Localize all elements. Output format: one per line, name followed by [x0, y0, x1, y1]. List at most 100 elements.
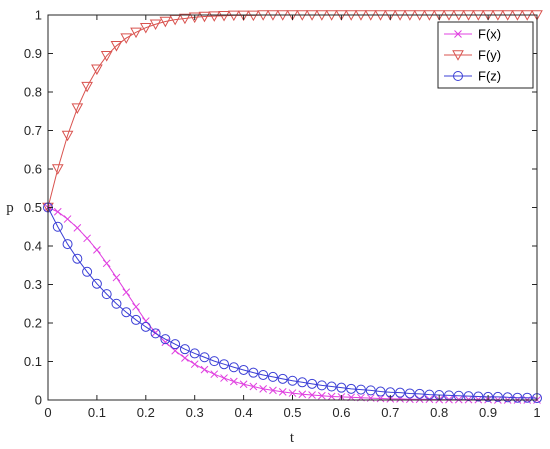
data-point	[269, 386, 277, 395]
data-point	[132, 302, 140, 311]
data-point	[141, 317, 150, 325]
data-point	[209, 356, 220, 367]
data-point	[82, 266, 93, 277]
legend-marker	[452, 50, 464, 61]
data-point	[307, 378, 318, 389]
x-tick-label: 0.1	[88, 405, 106, 420]
data-point	[71, 103, 84, 114]
data-point	[424, 389, 435, 400]
legend-item: F(z)	[444, 69, 501, 84]
data-point	[61, 130, 74, 142]
data-point	[522, 392, 533, 403]
data-point	[83, 234, 91, 243]
data-point	[91, 278, 102, 289]
data-point	[247, 10, 260, 22]
data-point	[239, 380, 248, 389]
data-point	[122, 288, 131, 297]
data-point	[160, 334, 171, 345]
data-point	[149, 19, 162, 31]
data-point	[365, 385, 376, 396]
data-point	[227, 10, 240, 22]
data-point	[406, 395, 414, 404]
data-point	[473, 391, 484, 402]
data-point	[502, 392, 513, 403]
data-point	[188, 12, 201, 24]
data-point	[308, 391, 316, 399]
data-point	[395, 387, 406, 398]
x-tick-label: 0.2	[137, 405, 155, 420]
legend-label: F(x)	[478, 27, 501, 42]
data-point	[91, 64, 103, 76]
legend: F(x) F(y) F(z)	[437, 21, 534, 89]
legend-marker	[454, 30, 462, 38]
x-tick-label: 0.4	[235, 405, 253, 420]
data-point	[267, 371, 278, 382]
data-point	[316, 380, 327, 391]
data-point	[278, 388, 287, 396]
data-point	[62, 239, 73, 250]
data-point	[219, 359, 230, 370]
data-point	[170, 339, 181, 350]
y-tick-label: 0.8	[24, 85, 42, 100]
data-point	[248, 367, 259, 378]
data-point	[492, 391, 503, 402]
data-point	[72, 253, 83, 264]
y-tick-label: 0.2	[24, 316, 42, 331]
data-point	[220, 374, 228, 382]
x-tick-label: 0.5	[283, 405, 301, 420]
data-point	[218, 11, 230, 22]
y-tick-label: 0	[35, 393, 42, 408]
x-tick-label: 1	[533, 405, 540, 420]
data-point	[463, 391, 474, 402]
data-point	[199, 352, 210, 363]
data-point	[298, 390, 307, 399]
data-point	[51, 164, 64, 175]
data-point	[112, 273, 121, 282]
legend-marker	[453, 71, 463, 81]
data-point	[200, 365, 209, 374]
data-point	[414, 388, 425, 399]
x-tick-label: 0.9	[479, 405, 497, 420]
x-tick-label: 0.6	[332, 405, 350, 420]
data-point	[198, 11, 211, 23]
data-point	[181, 354, 189, 362]
data-point	[238, 364, 249, 375]
data-point	[139, 22, 152, 34]
y-axis-label: p	[6, 200, 14, 216]
y-tick-label: 0.7	[24, 123, 42, 138]
ticks-layer: 0 0.1 0.2 0.3 0.4 0.5 0.6 0.7 0.8 0.9 1 0 0.1 0.2 0.3 0…	[24, 8, 541, 421]
data-point	[121, 307, 132, 318]
data-point	[336, 382, 347, 393]
y-tick-label: 0.9	[24, 46, 42, 61]
data-point	[101, 289, 112, 300]
data-point	[63, 215, 72, 223]
data-point	[159, 16, 172, 28]
legend-label: F(y)	[478, 48, 501, 63]
data-point	[415, 395, 424, 404]
data-point	[189, 348, 200, 359]
data-point	[287, 375, 298, 386]
x-tick-label: 0.3	[186, 405, 204, 420]
y-tick-label: 0.4	[24, 239, 42, 254]
data-point	[404, 388, 415, 399]
data-point	[81, 81, 93, 93]
y-tick-label: 0.3	[24, 277, 42, 292]
y-tick-label: 0.6	[24, 162, 42, 177]
data-point	[93, 245, 101, 254]
data-point	[483, 391, 494, 402]
legend-item: F(y)	[444, 48, 501, 63]
data-point	[120, 33, 133, 44]
legend-label: F(z)	[478, 69, 501, 84]
x-tick-label: 0.7	[381, 405, 399, 420]
y-tick-label: 0.1	[24, 354, 42, 369]
y-tick-label: 1	[35, 8, 42, 23]
data-point	[190, 360, 199, 369]
data-point	[237, 10, 250, 22]
data-point	[73, 224, 82, 232]
data-point	[375, 386, 386, 397]
data-point	[110, 41, 123, 52]
data-point	[210, 370, 219, 379]
data-point	[317, 391, 326, 400]
data-point	[259, 384, 268, 393]
